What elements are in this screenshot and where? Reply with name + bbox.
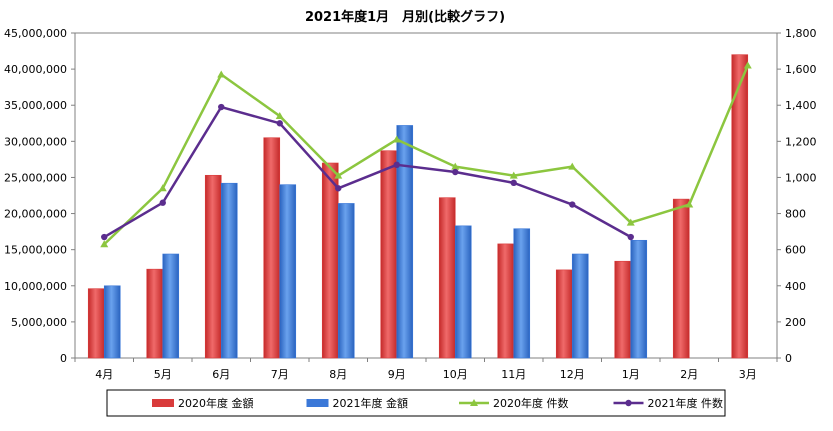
bar-amount-2020 [614, 260, 632, 359]
y-right-tick-label: 0 [785, 352, 792, 365]
x-tick-label: 9月 [388, 368, 406, 381]
bar-amount-2021 [571, 253, 589, 359]
legend-label: 2021年度 金額 [333, 396, 409, 410]
y-left-tick-label: 10,000,000 [4, 280, 67, 293]
legend-swatch [152, 399, 174, 407]
point-count-2021 [510, 179, 517, 187]
line-count-2020 [103, 65, 749, 246]
point-count-2020 [743, 61, 752, 69]
bar-amount-2020 [380, 150, 398, 359]
bar-amount-2020 [438, 197, 456, 359]
x-tick-label: 1月 [622, 368, 640, 381]
bar-amount-2021 [103, 285, 121, 359]
x-tick-label: 8月 [329, 368, 347, 381]
point-count-2020 [626, 218, 635, 226]
bar-amount-2021 [454, 225, 472, 359]
y-right-tick-label: 800 [785, 208, 806, 221]
bar-amount-2020 [497, 243, 515, 359]
point-count-2020 [158, 184, 167, 192]
point-count-2021 [452, 168, 459, 176]
y-right-tick-label: 1,200 [785, 135, 817, 148]
y-right-tick-label: 600 [785, 244, 806, 257]
point-count-2020 [451, 162, 460, 170]
x-tick-label: 3月 [739, 368, 757, 381]
legend-marker [470, 399, 478, 406]
point-count-2020 [509, 171, 518, 179]
bar-amount-2021 [220, 182, 238, 359]
bar-amount-2021 [279, 184, 297, 359]
point-count-2020 [392, 135, 401, 143]
x-tick-label: 5月 [154, 368, 172, 381]
y-right-tick-label: 400 [785, 280, 806, 293]
y-left-tick-label: 25,000,000 [4, 171, 67, 184]
bar-amount-2020 [204, 174, 222, 359]
x-tick-label: 2月 [680, 368, 698, 381]
point-count-2020 [275, 112, 284, 120]
x-tick-label: 6月 [212, 368, 230, 381]
point-count-2021 [276, 120, 283, 127]
x-tick-label: 12月 [560, 368, 585, 381]
y-left-tick-label: 0 [60, 352, 67, 365]
x-tick-label: 10月 [443, 368, 468, 381]
point-count-2021 [335, 185, 342, 192]
point-count-2021 [627, 233, 634, 241]
y-right-tick-label: 200 [785, 316, 806, 329]
y-left-tick-label: 20,000,000 [4, 208, 67, 221]
point-count-2020 [100, 240, 109, 248]
plot-area [74, 32, 778, 359]
y-left-tick-label: 30,000,000 [4, 135, 67, 148]
bar-amount-2021 [162, 253, 180, 359]
legend-label: 2021年度 件数 [648, 396, 724, 410]
legend-label: 2020年度 件数 [493, 396, 569, 410]
y-right-tick-label: 1,600 [785, 63, 817, 76]
bar-amount-2021 [396, 125, 414, 359]
y-left-tick-label: 15,000,000 [4, 244, 67, 257]
bar-amount-2020 [87, 288, 105, 359]
legend-swatch [306, 399, 329, 407]
point-count-2020 [568, 162, 577, 170]
legend-label: 2020年度 金額 [178, 396, 254, 410]
bar-amount-2020 [263, 137, 281, 359]
chart-title: 2021年度1月 月別(比較グラフ) [305, 9, 505, 25]
point-count-2021 [159, 199, 166, 206]
point-count-2021 [218, 103, 225, 111]
y-left-tick-label: 35,000,000 [4, 99, 67, 112]
x-tick-label: 7月 [271, 368, 289, 381]
line-count-2021 [103, 105, 632, 239]
bar-amount-2020 [672, 198, 690, 359]
y-left-tick-label: 40,000,000 [4, 63, 67, 76]
bar-amount-2020 [731, 54, 749, 359]
bar-amount-2021 [513, 228, 531, 359]
y-right-tick-label: 1,800 [785, 27, 817, 40]
bar-amount-2020 [321, 162, 339, 359]
bar-amount-2020 [555, 269, 573, 359]
x-tick-label: 4月 [95, 368, 113, 381]
bar-amount-2021 [337, 203, 355, 359]
bar-amount-2020 [146, 268, 164, 359]
point-count-2021 [101, 233, 108, 241]
x-tick-label: 11月 [501, 368, 526, 381]
y-right-tick-label: 1,400 [785, 99, 817, 112]
y-left-tick-label: 45,000,000 [4, 27, 67, 40]
point-count-2021 [393, 161, 400, 169]
point-count-2020 [685, 200, 694, 208]
bar-amount-2021 [630, 239, 648, 359]
legend-marker [625, 399, 632, 407]
y-right-tick-label: 1,000 [785, 171, 817, 184]
point-count-2020 [217, 70, 226, 78]
point-count-2020 [334, 171, 343, 179]
point-count-2021 [569, 201, 576, 208]
y-left-tick-label: 5,000,000 [11, 316, 67, 329]
